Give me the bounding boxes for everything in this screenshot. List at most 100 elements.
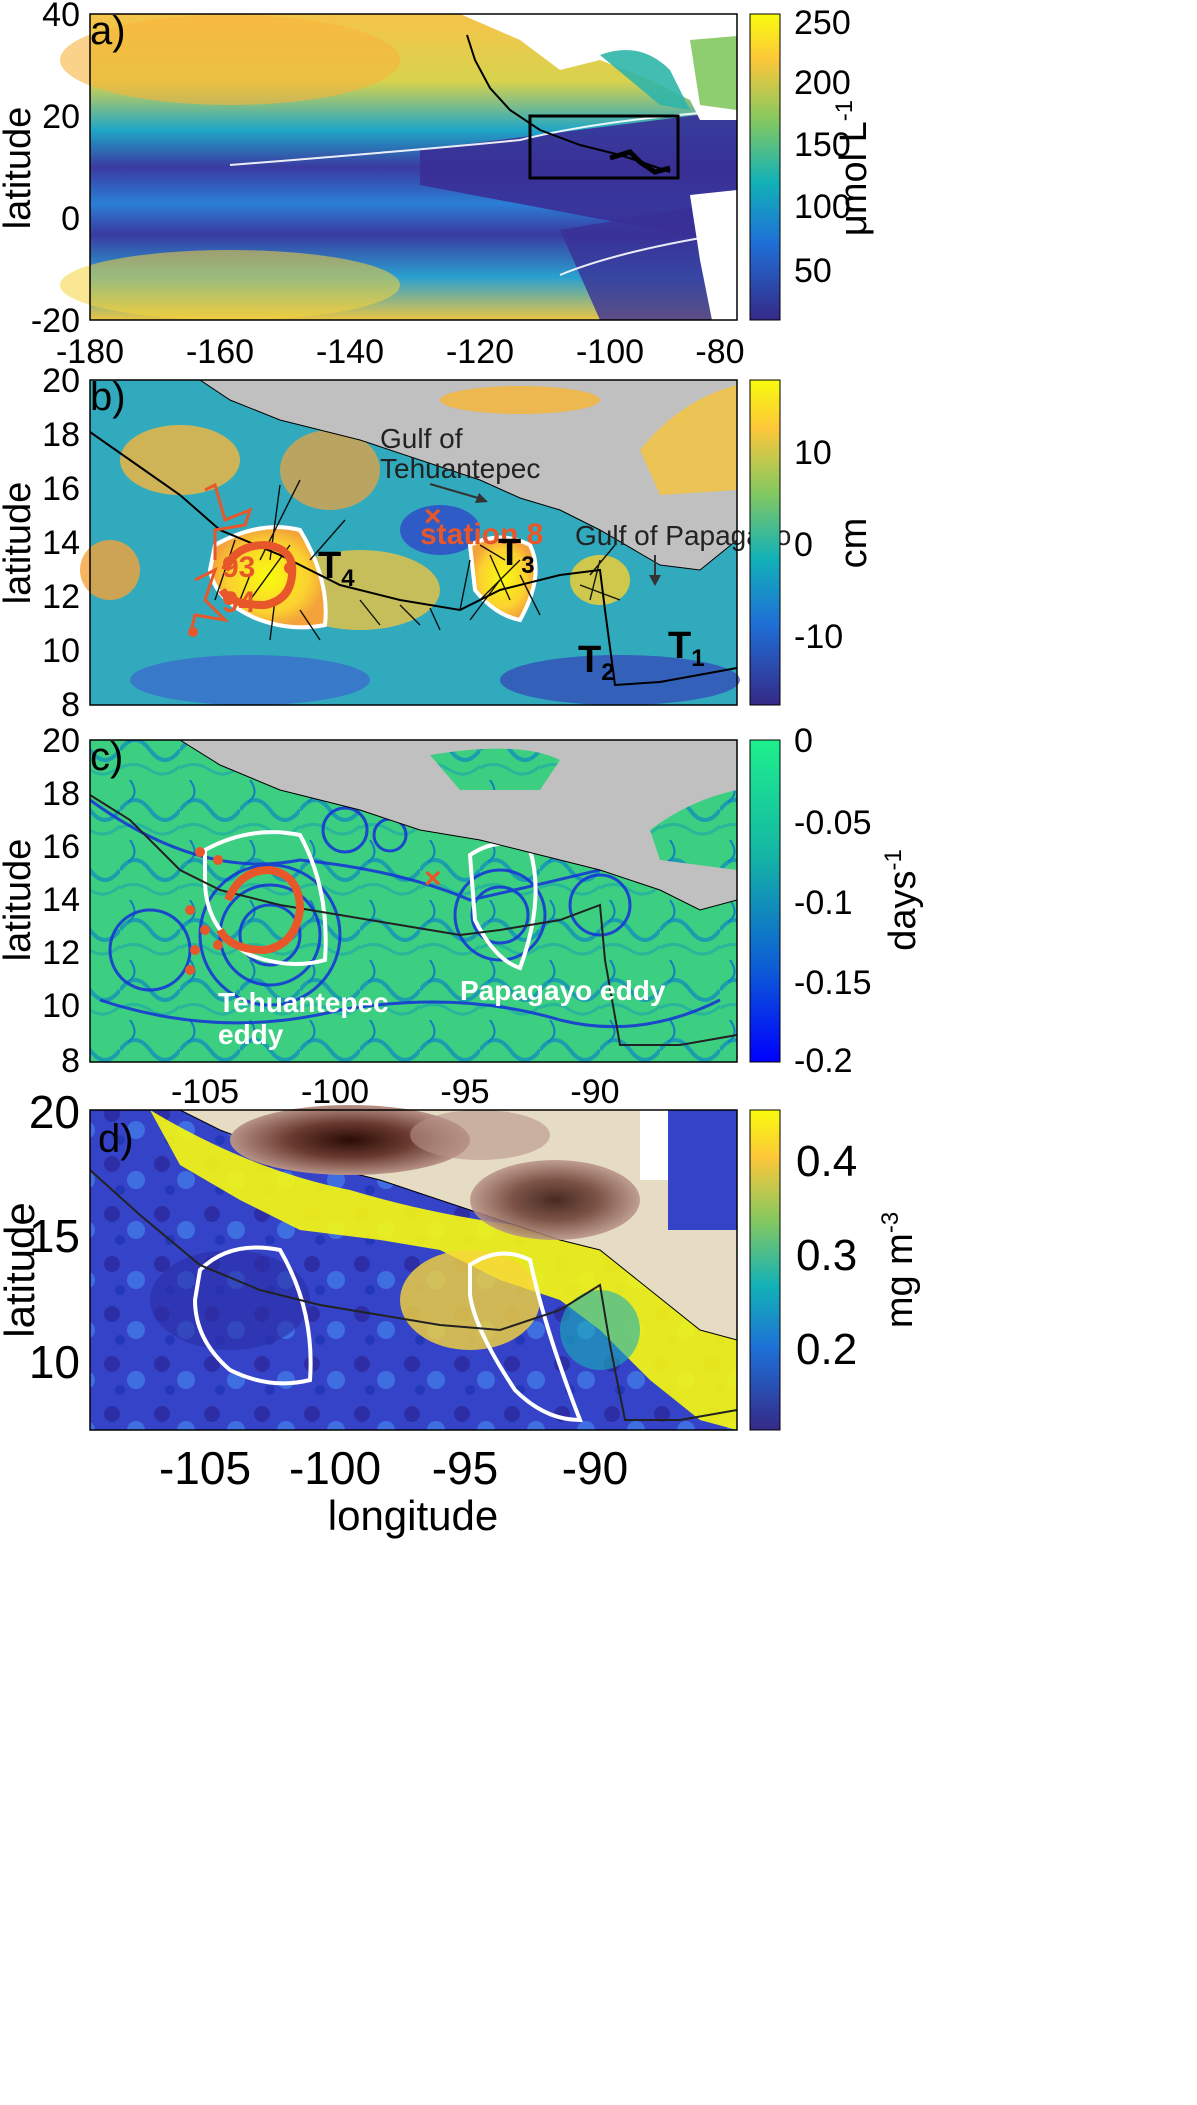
xtick: -100 — [289, 1442, 381, 1494]
transect-T1: T1 — [668, 625, 705, 672]
cbar-tick: -0.05 — [794, 804, 872, 842]
ytick: 18 — [42, 775, 80, 813]
ytick: 14 — [42, 881, 80, 919]
ytick: 20 — [42, 362, 80, 400]
colorbar-c — [749, 739, 781, 1063]
tehuantepec-eddy-label: Tehuantepec — [218, 987, 389, 1018]
papagayo-eddy-d — [468, 1251, 583, 1423]
cbar-tick: -0.15 — [794, 964, 872, 1002]
station-marker-c: × — [424, 862, 442, 895]
float-orbit-c — [216, 865, 305, 955]
panel-a: a) 40 20 0 -20 -180 -160 -140 -120 -100 … — [0, 0, 875, 371]
xtick: -100 — [576, 333, 644, 371]
cbar-tick: 0.4 — [796, 1137, 857, 1186]
cbar-tick: 0.3 — [796, 1231, 857, 1280]
ytick: 20 — [42, 98, 80, 136]
panel-b-ylabel: latitude — [0, 482, 39, 605]
xtick: -90 — [570, 1073, 619, 1111]
ytick: 10 — [42, 632, 80, 670]
cbar-tick: -10 — [794, 618, 843, 656]
cbar-tick: 0 — [794, 722, 813, 760]
cbar-tick: -0.2 — [794, 1042, 853, 1080]
panel-b-label: b) — [90, 375, 126, 419]
papagayo-eddy-label: Papagayo eddy — [460, 975, 666, 1006]
xtick: -105 — [159, 1442, 251, 1494]
xtick: -90 — [562, 1442, 628, 1494]
xtick: -95 — [440, 1073, 489, 1111]
land-north-america — [460, 14, 737, 120]
panel-d: d) 20 15 10 -105 -100 -95 -90 longitude … — [0, 1086, 921, 1539]
colorbar-d — [749, 1109, 781, 1431]
tehuantepec-eddy-label: eddy — [218, 1019, 284, 1050]
papagayo-eddy-b — [467, 535, 538, 623]
xtick: -100 — [301, 1073, 369, 1111]
ytick: 8 — [61, 686, 80, 724]
gulf-tehuantepec-label: Tehuantepec — [380, 453, 540, 484]
cbar-tick: 10 — [794, 434, 832, 472]
cbar-tick: 200 — [794, 64, 851, 102]
transect-T2: T2 — [578, 639, 615, 686]
cbar-tick: -0.1 — [794, 884, 853, 922]
float-orbit — [218, 540, 297, 610]
panel-a-ylabel: latitude — [0, 107, 39, 230]
station-marker: × — [424, 500, 442, 533]
float-94-track — [188, 567, 230, 636]
xtick: -180 — [56, 333, 124, 371]
panel-a-label: a) — [90, 9, 126, 53]
cbar-tick: 250 — [794, 4, 851, 42]
xtick: -105 — [171, 1073, 239, 1111]
cruise-track-d — [89, 1169, 738, 1421]
panel-d-label: d) — [98, 1117, 134, 1161]
ytick: 14 — [42, 524, 80, 562]
study-region-box — [528, 114, 680, 180]
xtick: -95 — [432, 1442, 498, 1494]
colorbar-b-label: cm — [833, 518, 875, 569]
xtick: -140 — [316, 333, 384, 371]
xtick: -80 — [695, 333, 744, 371]
cbar-tick: 0 — [794, 526, 813, 564]
panel-b: 93 94 × station 8 Gulf of Tehuantepec Gu… — [0, 362, 875, 724]
ytick: 10 — [42, 987, 80, 1025]
float-93-track — [204, 482, 253, 560]
panel-d-ylabel: latitude — [0, 1202, 43, 1337]
panel-c-label: c) — [90, 735, 123, 779]
xtick: -160 — [186, 333, 254, 371]
transect-T4: T4 — [318, 545, 355, 592]
land-b — [198, 379, 738, 571]
colorbar-a — [749, 13, 781, 321]
panel-c: × Tehuantepec eddy Papagayo eddy c) 20 1… — [0, 722, 924, 1111]
ytick: 20 — [29, 1086, 80, 1138]
ytick: 16 — [42, 470, 80, 508]
colorbar-a-label: μmol L-1 — [831, 100, 875, 236]
ytick: 0 — [61, 200, 80, 238]
cbar-tick: 100 — [794, 188, 851, 226]
gulf-tehuantepec-label: Gulf of — [380, 423, 463, 454]
colorbar-b — [749, 379, 781, 706]
float-93-label: 93 — [222, 551, 255, 584]
ytick: 20 — [42, 722, 80, 760]
tehuantepec-eddy-d — [192, 1245, 313, 1386]
cruise-track-c — [89, 794, 738, 1046]
ytick: 12 — [42, 578, 80, 616]
ytick: 8 — [61, 1042, 80, 1080]
colorbar-d-label: mg m-3 — [877, 1212, 921, 1328]
cbar-tick: 150 — [794, 126, 851, 164]
ytick: 10 — [29, 1336, 80, 1388]
panel-c-ylabel: latitude — [0, 839, 39, 962]
ytick: 16 — [42, 828, 80, 866]
ytick: 18 — [42, 416, 80, 454]
xtick: -120 — [446, 333, 514, 371]
land-south-america — [690, 190, 737, 320]
station-8-label: station 8 — [420, 518, 543, 551]
cbar-tick: 0.2 — [796, 1325, 857, 1374]
ytick: 40 — [42, 0, 80, 34]
cbar-tick: 50 — [794, 252, 832, 290]
land-c — [178, 739, 738, 911]
ytick: -20 — [31, 302, 80, 340]
colorbar-c-label: days-1 — [880, 849, 924, 951]
ytick: 15 — [29, 1210, 80, 1262]
float-94-label: 94 — [222, 586, 256, 619]
transect-T3: T3 — [498, 532, 535, 579]
panel-d-xlabel: longitude — [328, 1492, 498, 1539]
